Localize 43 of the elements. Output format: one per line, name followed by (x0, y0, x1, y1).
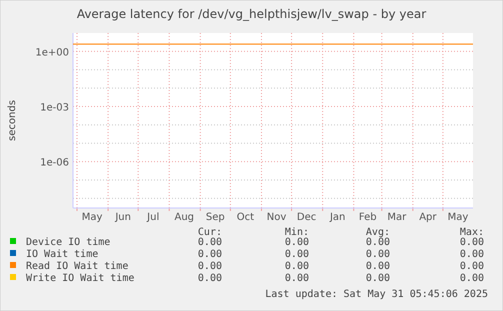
text: 0.00 (460, 261, 484, 272)
text: 0.00 (284, 237, 309, 248)
text: Min: (284, 227, 309, 238)
y-tick-label: 1e-03 (40, 102, 69, 114)
text: 0.00 (198, 261, 222, 272)
text: 0.00 (366, 261, 390, 272)
x-tick-label: Jun (114, 212, 131, 223)
legend-label: Read IO Wait time (26, 261, 128, 272)
legend-label: Device IO time (26, 237, 110, 248)
chart-title: Average latency for /dev/vg_helpthisjew/lv_swap - by year (76, 7, 426, 21)
text: 0.00 (366, 237, 390, 248)
x-tick-label: Feb (358, 212, 377, 223)
legend-label: IO Wait time (26, 249, 98, 260)
x-tick-label: Dec (296, 212, 316, 223)
text: Last update: Sat May 31 05:45:06 2025 (265, 289, 488, 300)
x-tick-label: Nov (266, 212, 286, 223)
x-tick-label: Sep (206, 212, 225, 223)
x-tick-label: Aug (174, 212, 194, 223)
x-tick-label: Mar (387, 212, 408, 223)
y-tick-label: 1e-06 (40, 158, 69, 169)
legend-label: Write IO Wait time (26, 273, 134, 284)
y-tick-label: 1e+00 (35, 47, 69, 58)
x-tick-label: Apr (419, 212, 438, 223)
text: 0.00 (284, 249, 309, 260)
text: 0.00 (198, 249, 222, 260)
x-tick-label: Jan (328, 212, 346, 223)
text: 0.00 (460, 273, 484, 284)
text: 0.00 (460, 249, 484, 260)
text: 0.00 (284, 261, 309, 272)
text: Cur: (198, 227, 222, 238)
x-tick-label: Oct (236, 212, 254, 223)
x-tick-label: May (448, 212, 468, 223)
x-tick-label: May (82, 212, 102, 223)
text: 0.00 (366, 249, 390, 260)
x-tick-label: Jul (146, 212, 160, 223)
text: 0.00 (366, 273, 390, 284)
y-axis-title: seconds (7, 100, 18, 141)
text: Avg: (366, 227, 390, 238)
text: Max: (460, 227, 484, 238)
text: 0.00 (284, 273, 309, 284)
text: 0.00 (198, 237, 222, 248)
text: 0.00 (460, 237, 484, 248)
text: 0.00 (198, 273, 222, 284)
